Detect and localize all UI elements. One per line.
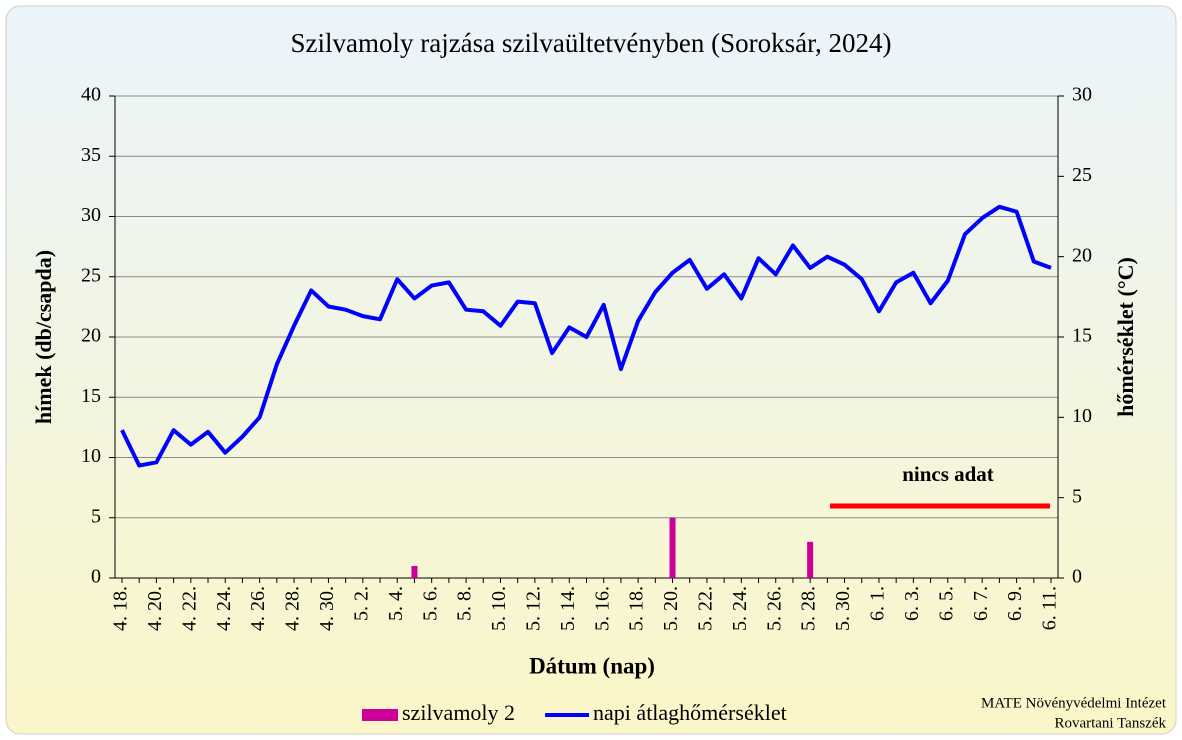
x-tick-label: 5. 20.	[660, 586, 682, 631]
x-tick-label: 5. 2.	[350, 586, 372, 621]
y-tick-label: 20	[81, 325, 101, 347]
x-tick-label: 5. 16.	[591, 586, 613, 631]
x-tick-label: 5. 8.	[454, 586, 476, 621]
x-tick-label: 4. 30.	[316, 586, 338, 631]
panel	[5, 5, 1177, 735]
y2-tick-label: 5	[1072, 485, 1082, 507]
y2-tick-label: 10	[1072, 405, 1092, 427]
y-tick-label: 40	[81, 84, 101, 106]
x-tick-label: 6. 5.	[935, 586, 957, 621]
x-tick-label: 5. 10.	[488, 586, 510, 631]
x-tick-label: 5. 14.	[557, 586, 579, 631]
y-tick-label: 10	[81, 445, 101, 467]
y2-tick-label: 25	[1072, 164, 1092, 186]
x-tick-label: 4. 26.	[247, 586, 269, 631]
y2-tick-label: 20	[1072, 244, 1092, 266]
x-tick-label: 5. 18.	[626, 586, 648, 631]
y-tick-label: 30	[81, 204, 101, 226]
bar	[669, 517, 676, 578]
x-tick-label: 5. 6.	[419, 586, 441, 621]
y-tick-label: 15	[81, 385, 101, 407]
x-tick-label: 6. 1.	[867, 586, 889, 621]
x-tick-label: 5. 30.	[832, 586, 854, 631]
x-tick-label: 6. 7.	[970, 586, 992, 621]
credit: MATE Növényvédelmi Intézet	[981, 695, 1167, 711]
x-axis-title: Dátum (nap)	[529, 653, 655, 678]
y-axis-title: hímek (db/csapda)	[31, 250, 56, 424]
x-tick-label: 5. 26.	[763, 586, 785, 631]
chart-title: Szilvamoly rajzása szilvaültetvényben (S…	[290, 28, 891, 58]
line	[120, 204, 1052, 468]
x-tick-label: 4. 22.	[178, 586, 200, 631]
bar	[411, 565, 418, 578]
x-tick-label: 5. 28.	[798, 586, 820, 631]
y-tick-label: 5	[91, 505, 101, 527]
x-tick-label: 6. 9.	[1004, 586, 1026, 621]
annotation: nincs adat	[902, 462, 994, 486]
legend-label: szilvamoly 2	[402, 700, 515, 725]
legend-swatch	[362, 709, 398, 721]
y2-tick-label: 30	[1072, 84, 1092, 106]
y-tick-label: 0	[91, 566, 101, 588]
bar	[807, 541, 814, 578]
credit: Rovartani Tanszék	[1054, 715, 1166, 731]
x-tick-label: 6. 11.	[1039, 586, 1061, 630]
x-tick-label: 5. 24.	[729, 586, 751, 631]
y-tick-label: 25	[81, 264, 101, 286]
x-tick-label: 4. 28.	[282, 586, 304, 631]
x-tick-label: 6. 3.	[901, 586, 923, 621]
y-tick-label: 35	[81, 144, 101, 166]
y2-axis-title: hőmérséklet (°C)	[1113, 257, 1138, 417]
x-tick-label: 5. 22.	[695, 586, 717, 631]
legend-label: napi átlaghőmérséklet	[593, 700, 787, 725]
x-tick-label: 5. 4.	[385, 586, 407, 621]
x-tick-label: 4. 20.	[144, 586, 166, 631]
x-tick-label: 4. 24.	[213, 586, 235, 631]
x-tick-label: 4. 18.	[110, 586, 132, 631]
x-tick-label: 5. 12.	[522, 586, 544, 631]
y2-tick-label: 15	[1072, 325, 1092, 347]
y2-tick-label: 0	[1072, 566, 1082, 588]
